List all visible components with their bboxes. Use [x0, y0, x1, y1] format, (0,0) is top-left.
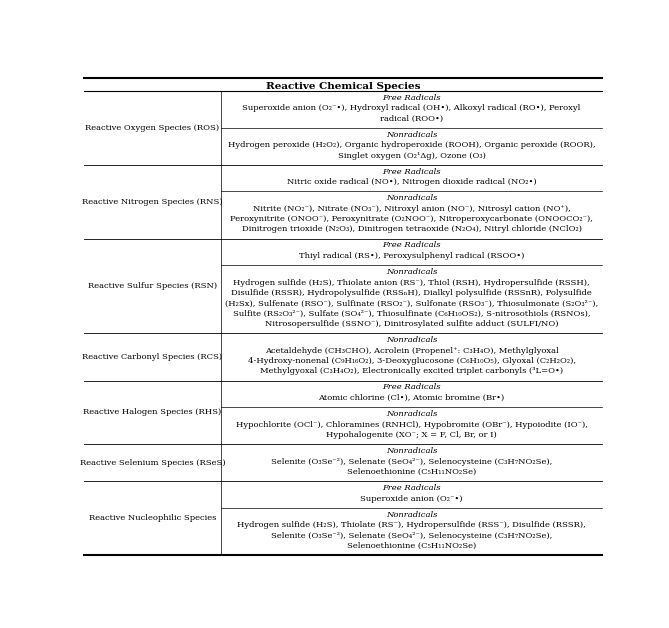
Text: Hydrogen peroxide (H₂O₂), Organic hydroperoxide (ROOH), Organic peroxide (ROOR),: Hydrogen peroxide (H₂O₂), Organic hydrop… [228, 141, 595, 149]
Text: Peroxynitrite (ONOO⁻), Peroxynitrate (O₂NOO⁻), Nitroperoxycarbonate (ONOOCO₂⁻),: Peroxynitrite (ONOO⁻), Peroxynitrate (O₂… [230, 215, 593, 223]
Text: Selenoethionine (C₅H₁₁NO₂Se): Selenoethionine (C₅H₁₁NO₂Se) [347, 542, 476, 550]
Text: radical (ROO•): radical (ROO•) [380, 114, 443, 122]
Text: Thiyl radical (RS•), Peroxysulphenyl radical (RSOO•): Thiyl radical (RS•), Peroxysulphenyl rad… [299, 252, 524, 260]
Text: Singlet oxygen (O₂¹Δg), Ozone (O₃): Singlet oxygen (O₂¹Δg), Ozone (O₃) [338, 151, 486, 160]
Text: 4-Hydroxy-nonenal (C₉H₁₆O₂), 3-Deoxyglucosone (C₆H₁₀O₅), Glyoxal (C₂H₂O₂),: 4-Hydroxy-nonenal (C₉H₁₆O₂), 3-Deoxygluc… [248, 357, 575, 365]
Text: Reactive Selenium Species (RSeS): Reactive Selenium Species (RSeS) [80, 458, 225, 467]
Text: Nonradicals: Nonradicals [386, 268, 438, 276]
Text: Reactive Nitrogen Species (RNS): Reactive Nitrogen Species (RNS) [82, 198, 223, 205]
Text: Acetaldehyde (CH₃CHO), Acrolein (Propenel⁺: C₃H₄O), Methylglyoxal: Acetaldehyde (CH₃CHO), Acrolein (Propene… [265, 347, 559, 355]
Text: Hydrogen sulfide (H₂S), Thiolate anion (RS⁻), Thiol (RSH), Hydropersulfide (RSSH: Hydrogen sulfide (H₂S), Thiolate anion (… [233, 279, 590, 287]
Text: Sulfite (RS₂O₃²⁻), Sulfate (SO₄²⁻), Thiosulfinate (C₆H₁₀OS₂), S-nitrosothiols (R: Sulfite (RS₂O₃²⁻), Sulfate (SO₄²⁻), Thio… [233, 310, 590, 318]
Text: Nitrite (NO₂⁻), Nitrate (NO₃⁻), Nitroxyl anion (NO⁻), Nitrosyl cation (NO⁺),: Nitrite (NO₂⁻), Nitrate (NO₃⁻), Nitroxyl… [253, 205, 571, 213]
Text: Nonradicals: Nonradicals [386, 511, 438, 519]
Text: Reactive Sulfur Species (RSN): Reactive Sulfur Species (RSN) [88, 282, 217, 290]
Text: Nitric oxide radical (NO•), Nitrogen dioxide radical (NO₂•): Nitric oxide radical (NO•), Nitrogen dio… [287, 178, 537, 186]
Text: (H₂Sx), Sulfenate (RSO⁻), Sulfinate (RSO₂⁻), Sulfonate (RSO₃⁻), Thiosulmonate (S: (H₂Sx), Sulfenate (RSO⁻), Sulfinate (RSO… [225, 300, 598, 308]
Text: Reactive Chemical Species: Reactive Chemical Species [266, 82, 420, 91]
Text: Reactive Carbonyl Species (RCS): Reactive Carbonyl Species (RCS) [82, 353, 222, 361]
Text: Nonradicals: Nonradicals [386, 410, 438, 418]
Text: Selenite (O₃Se⁻²), Selenate (SeO₄²⁻), Selenocysteine (C₃H₇NO₂Se),: Selenite (O₃Se⁻²), Selenate (SeO₄²⁻), Se… [271, 531, 552, 539]
Text: Selenoethionine (C₅H₁₁NO₂Se): Selenoethionine (C₅H₁₁NO₂Se) [347, 468, 476, 476]
Text: Free Radicals: Free Radicals [382, 484, 441, 492]
Text: Superoxide anion (O₂⁻•): Superoxide anion (O₂⁻•) [361, 495, 463, 502]
Text: Reactive Nucleophilic Species: Reactive Nucleophilic Species [88, 514, 216, 522]
Text: Nonradicals: Nonradicals [386, 447, 438, 455]
Text: Selenite (O₃Se⁻²), Selenate (SeO₄²⁻), Selenocysteine (C₃H₇NO₂Se),: Selenite (O₃Se⁻²), Selenate (SeO₄²⁻), Se… [271, 458, 552, 465]
Text: Reactive Halogen Species (RHS): Reactive Halogen Species (RHS) [83, 408, 221, 416]
Text: Dinitrogen trioxide (N₂O₃), Dinitrogen tetraoxide (N₂O₄), Nitryl chloride (NClO₂: Dinitrogen trioxide (N₂O₃), Dinitrogen t… [242, 225, 581, 234]
Text: Nitrosopersulfide (SSNO⁻), Dinitrosylated sulfite adduct (SULFI/NO): Nitrosopersulfide (SSNO⁻), Dinitrosylate… [265, 320, 559, 328]
Text: Hypohalogenite (XO⁻; X = F, Cl, Br, or I): Hypohalogenite (XO⁻; X = F, Cl, Br, or I… [326, 431, 497, 439]
Text: Nonradicals: Nonradicals [386, 131, 438, 139]
Text: Atomic chlorine (Cl•), Atomic bromine (Br•): Atomic chlorine (Cl•), Atomic bromine (B… [318, 394, 504, 402]
Text: Reactive Oxygen Species (ROS): Reactive Oxygen Species (ROS) [85, 124, 219, 132]
Text: Free Radicals: Free Radicals [382, 383, 441, 391]
Text: Nonradicals: Nonradicals [386, 336, 438, 344]
Text: Methylgyoxal (C₃H₄O₂), Electronically excited triplet carbonyls (³L=O•): Methylgyoxal (C₃H₄O₂), Electronically ex… [260, 367, 563, 376]
Text: Hypochlorite (OCl⁻), Chloramines (RNHCl), Hypobromite (OBr⁻), Hypoiodite (IO⁻),: Hypochlorite (OCl⁻), Chloramines (RNHCl)… [235, 421, 587, 429]
Text: Free Radicals: Free Radicals [382, 168, 441, 175]
Text: Disulfide (RSSR), Hydropolysulfide (RSSₙH), Dialkyl polysulfide (RSSnR), Polysul: Disulfide (RSSR), Hydropolysulfide (RSSₙ… [231, 289, 592, 297]
Text: Nonradicals: Nonradicals [386, 194, 438, 202]
Text: Hydrogen sulfide (H₂S), Thiolate (RS⁻), Hydropersulfide (RSS⁻), Disulfide (RSSR): Hydrogen sulfide (H₂S), Thiolate (RS⁻), … [237, 521, 586, 529]
Text: Superoxide anion (O₂⁻•), Hydroxyl radical (OH•), Alkoxyl radical (RO•), Peroxyl: Superoxide anion (O₂⁻•), Hydroxyl radica… [242, 104, 581, 112]
Text: Free Radicals: Free Radicals [382, 94, 441, 102]
Text: Free Radicals: Free Radicals [382, 241, 441, 249]
